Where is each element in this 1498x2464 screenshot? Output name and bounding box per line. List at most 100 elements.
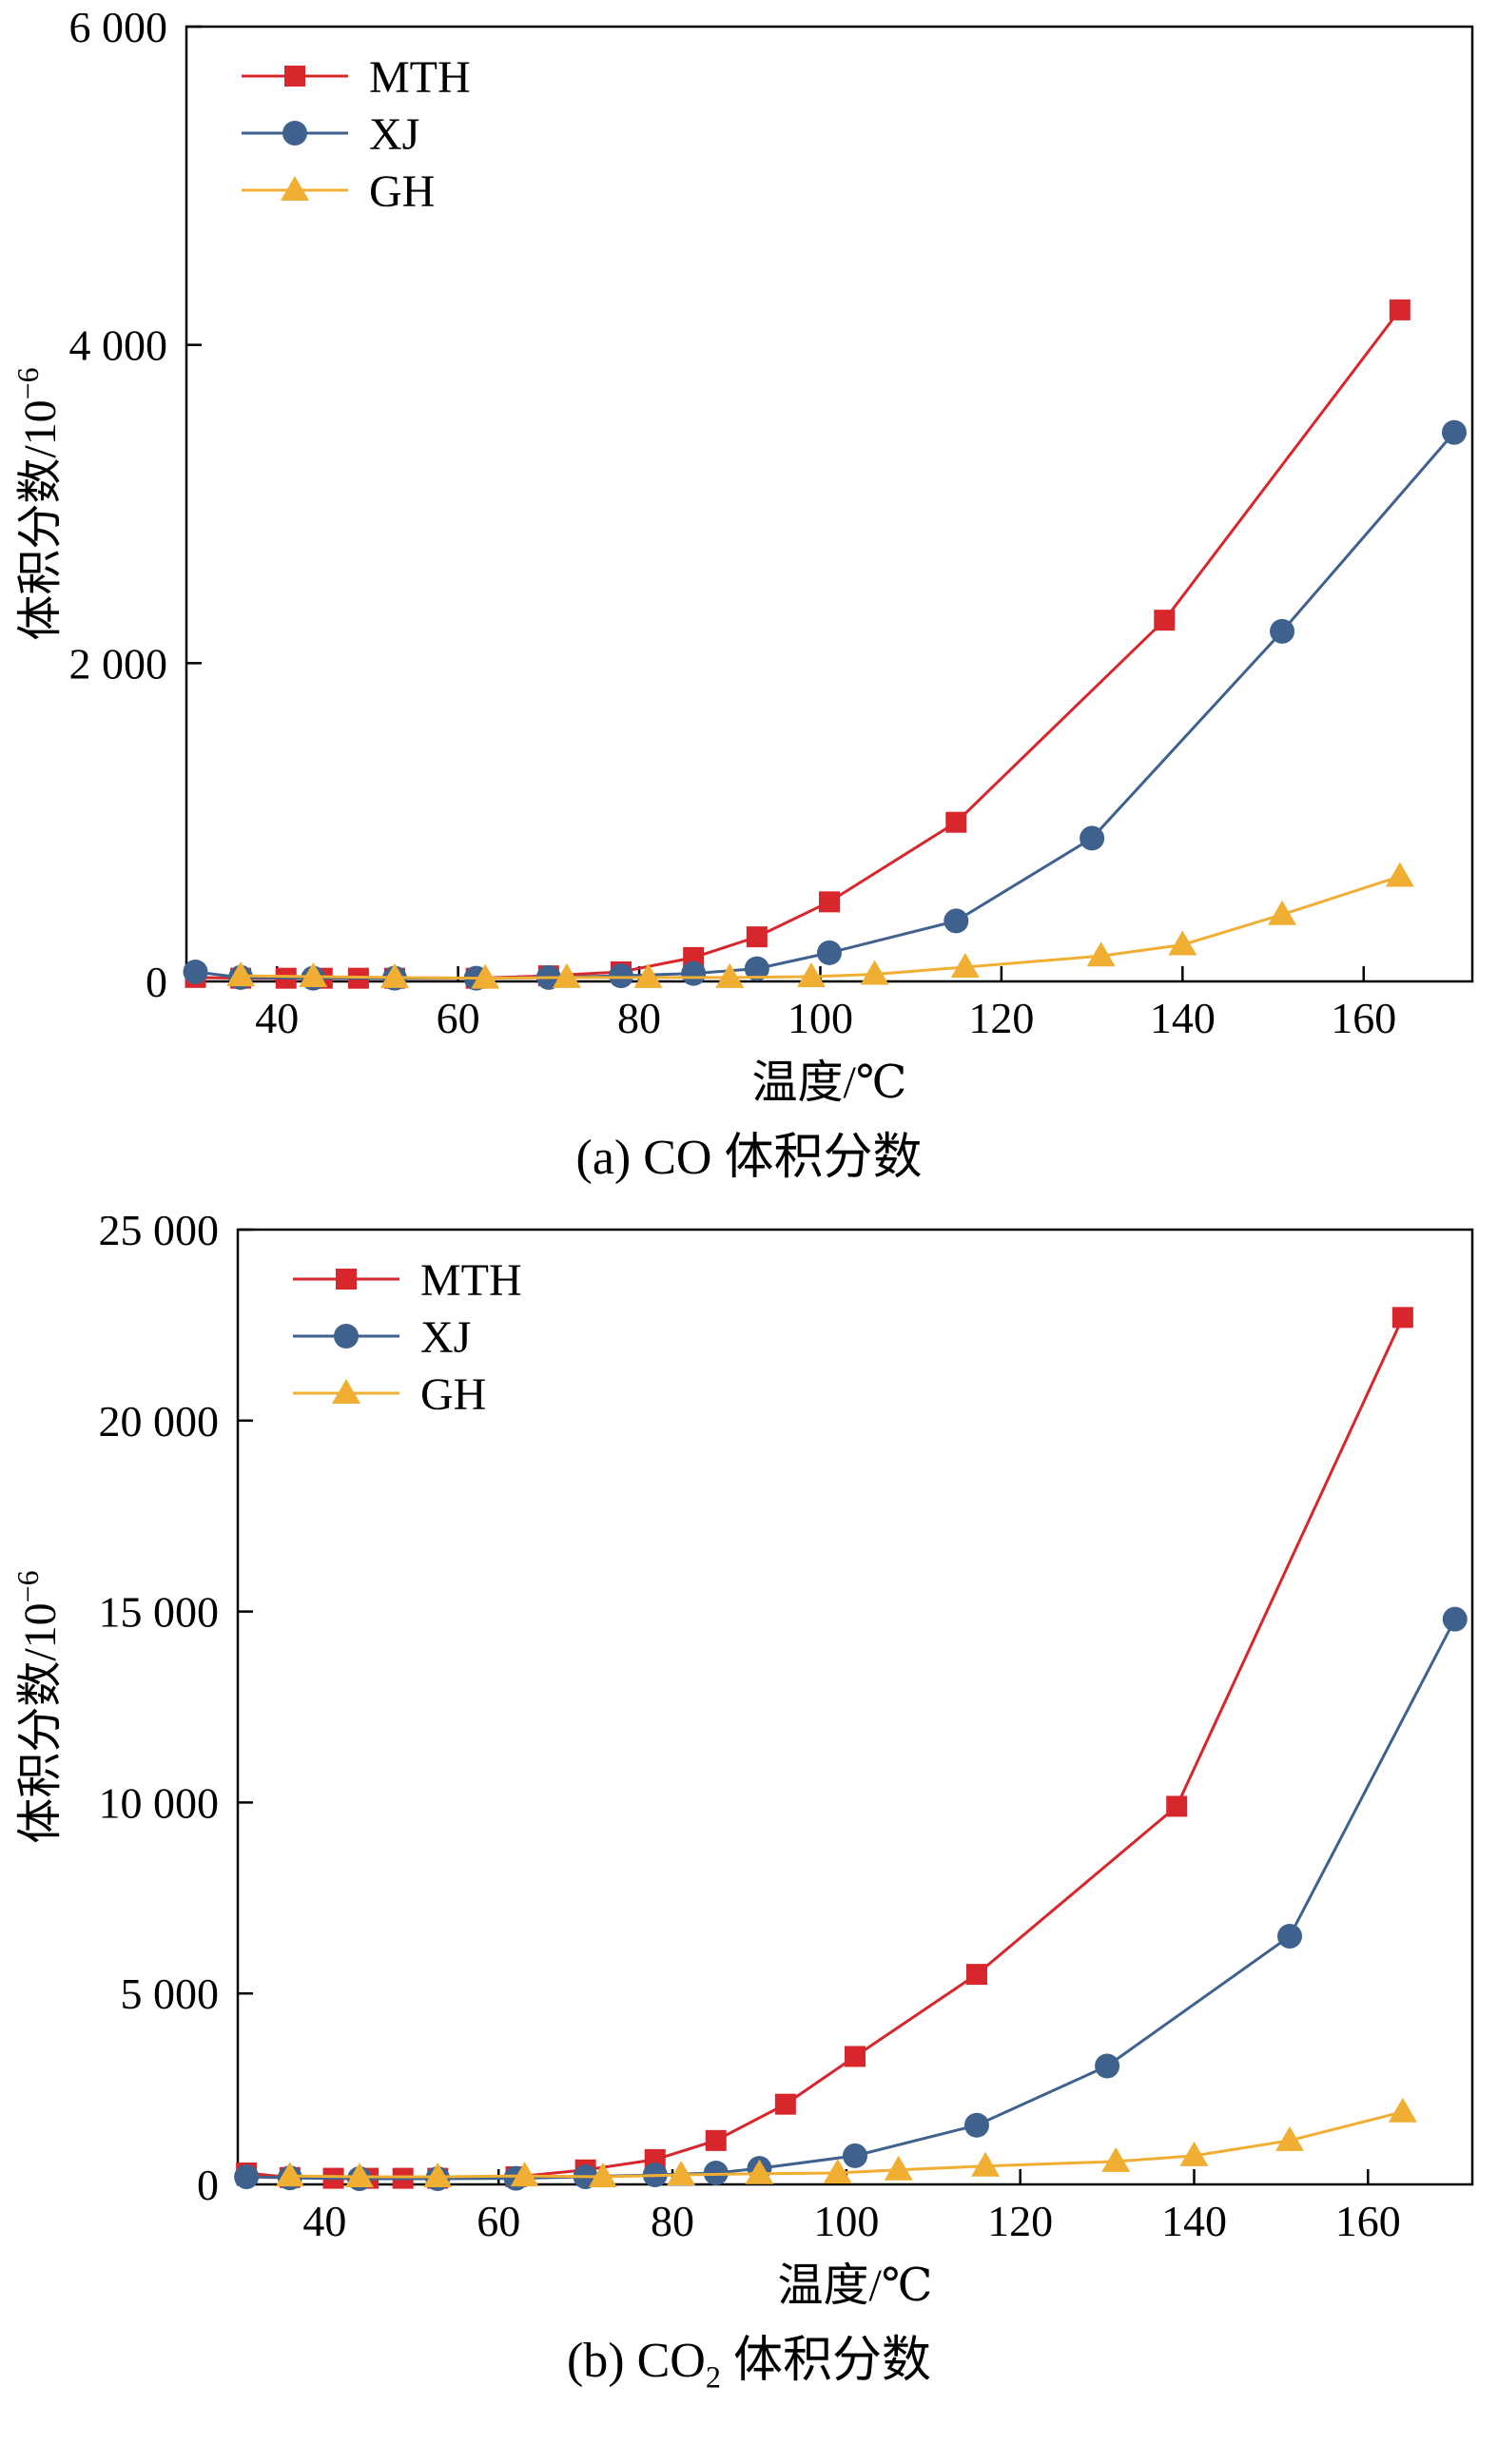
caption-text-pre: (a) CO [575,1131,725,1185]
y-tick-label: 0 [197,2161,219,2209]
series-GH-marker [745,2159,774,2184]
x-tick-label: 80 [617,994,661,1042]
legend-label-MTH: MTH [369,52,471,103]
x-tick-label: 140 [1150,994,1216,1042]
series-GH-marker [226,961,256,987]
y-tick-label: 4 000 [69,321,168,370]
series-XJ-marker [817,940,842,965]
series-GH-marker [796,961,826,987]
series-MTH-marker [705,2129,727,2151]
series-line-XJ [246,1618,1457,2181]
series-XJ-marker [843,2143,867,2168]
caption-text-post: 体积分数 [720,2333,931,2388]
series-GH-marker [823,2158,852,2183]
series-GH-marker [1168,930,1197,956]
chart-co2-volume-fraction: 40 60 80 100 120 140 160 0 5 000 10 000 15 000 20 0… [10,1216,1474,2311]
series-MTH-marker [1391,1306,1413,1328]
series-MTH-marker [819,891,840,913]
y-tick-label: 5 000 [121,1969,220,2018]
series-MTH-marker [746,926,768,948]
series-GH-marker [1268,900,1297,925]
legend-MTH-marker [336,1268,357,1290]
legend-GH-marker [332,1378,360,1404]
series-MTH-marker [1389,299,1410,320]
series-GH-marker [1179,2141,1209,2166]
series-GH-marker [471,963,500,989]
x-tick-label: 120 [968,994,1034,1042]
series-XJ-marker [1277,1923,1303,1949]
series-GH-marker [667,2160,696,2185]
legend-label-GH: GH [369,166,435,217]
series-XJ-marker [234,2163,260,2189]
series-GH-marker [588,2162,617,2187]
y-tick-label: 15 000 [99,1587,220,1636]
series-line-MTH [195,308,1402,980]
plot-border [185,25,1474,983]
series-MTH-marker [1166,1795,1188,1817]
y-tick-label: 25 000 [99,1216,220,1254]
y-tick-label: 6 000 [69,13,168,51]
series-line-GH [289,2109,1404,2179]
series-GH-marker [950,952,980,978]
legend-GH-marker [281,176,309,201]
x-tick-label: 100 [813,2197,879,2245]
series-XJ-marker [1442,1606,1468,1632]
figure-co: 40 60 80 100 120 140 160 0 2 000 4 000 6 000 温度/℃ 体积… [0,13,1498,1216]
x-tick-label: 60 [477,2197,520,2245]
series-GH-marker [1388,2097,1417,2123]
series-GH-marker [1275,2125,1305,2151]
series-XJ-marker [681,960,707,986]
series-MTH-marker [965,1963,987,1985]
series-XJ-marker [1080,825,1105,851]
series-XJ-marker [1095,2053,1120,2079]
series-MTH-marker [945,811,967,833]
plot-border [236,1228,1474,2185]
legend-MTH-marker [284,66,305,87]
series-GH-marker [633,962,663,988]
series-GH-marker [715,962,745,988]
series-GH-marker [423,2162,453,2187]
series-XJ-marker [963,2112,989,2138]
y-axis-title: 体积分数/10−6 [10,367,66,640]
series-MTH-marker [774,2093,796,2115]
series-GH-marker [860,960,889,985]
series-line-XJ [195,431,1456,980]
x-tick-label: 40 [255,994,299,1042]
caption-text-post: 体积分数 [724,1131,923,1185]
series-XJ-marker [183,959,208,984]
caption-subscript: 2 [705,2359,721,2395]
y-axis-title: 体积分数/10−6 [10,1570,66,1843]
caption-co2: (b) CO2 体积分数 [0,2319,1498,2419]
y-tick-label: 20 000 [99,1396,220,1445]
series-GH-marker [1086,941,1116,967]
series-MTH-marker [1154,610,1176,631]
legend-label-XJ: XJ [369,109,419,160]
x-axis-title: 温度/℃ [777,2260,932,2311]
series-GH-marker [1101,2146,1131,2172]
caption-co: (a) CO 体积分数 [0,1116,1498,1216]
series-GH-marker [275,2161,304,2186]
x-tick-label: 120 [987,2197,1053,2245]
x-tick-label: 60 [437,994,480,1042]
legend-XJ-marker [282,121,307,146]
y-tick-label: 10 000 [99,1778,220,1827]
legend-label-MTH: MTH [420,1255,522,1306]
series-GH-marker [1385,862,1414,887]
y-tick-label: 2 000 [69,639,168,688]
series-XJ-marker [1270,618,1295,644]
legend-label-XJ: XJ [420,1312,471,1363]
series-GH-marker [510,2161,539,2186]
series-GH-marker [299,961,328,987]
caption-text-pre: (b) CO [566,2333,706,2388]
x-tick-label: 100 [788,994,853,1042]
x-tick-label: 80 [651,2197,694,2245]
x-axis-title: 温度/℃ [751,1057,906,1108]
x-tick-label: 160 [1335,2197,1401,2245]
legend-label-GH: GH [420,1369,486,1420]
series-line-MTH [245,1316,1405,2180]
series-XJ-marker [1441,419,1467,445]
series-XJ-marker [744,956,769,981]
chart-co-volume-fraction: 40 60 80 100 120 140 160 0 2 000 4 000 6 000 温度/℃ 体积… [10,13,1474,1108]
series-GH-marker [884,2155,913,2181]
